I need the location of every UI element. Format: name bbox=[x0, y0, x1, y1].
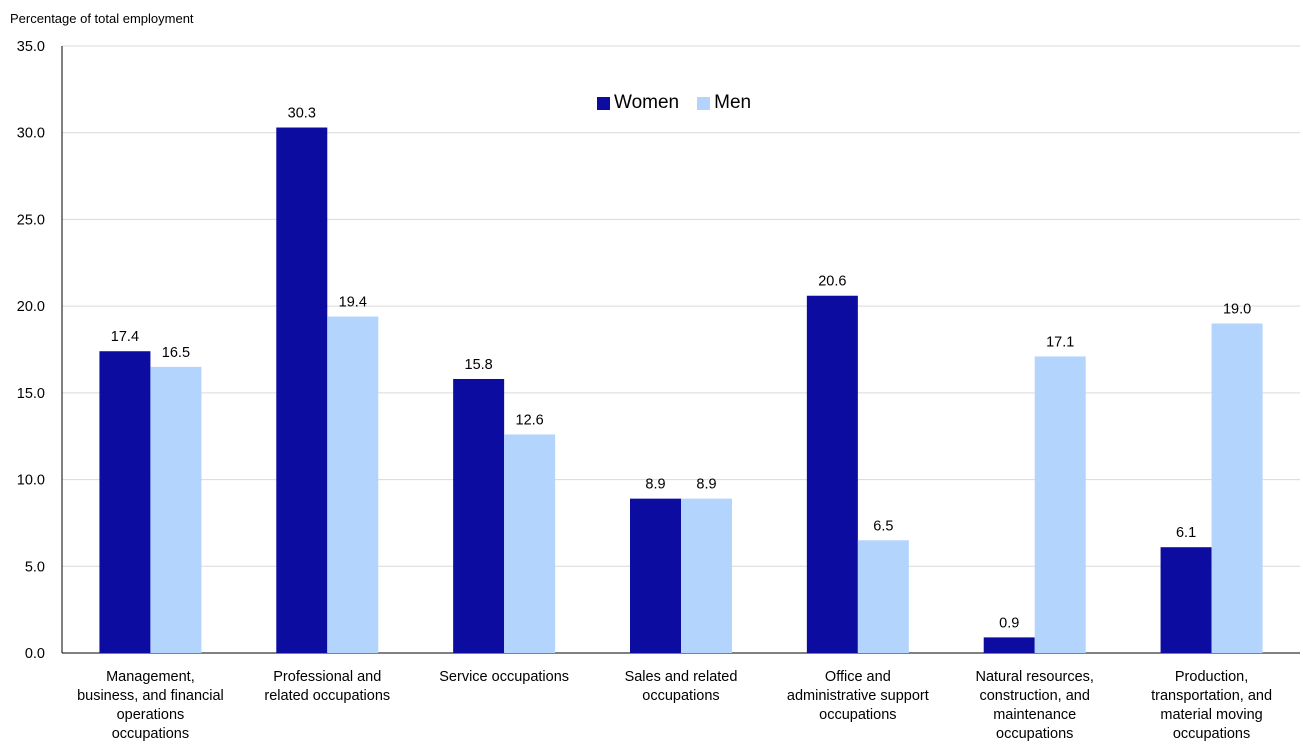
x-tick-label: Natural resources, construction, and mai… bbox=[975, 669, 1094, 742]
data-label-women: 17.4 bbox=[111, 329, 139, 345]
y-axis-title: Percentage of total employment bbox=[10, 11, 194, 26]
legend-item-men: Men bbox=[697, 92, 751, 114]
legend-label-men: Men bbox=[714, 92, 752, 113]
bar-men bbox=[681, 498, 732, 653]
x-tick-label: Service occupations bbox=[439, 669, 570, 685]
data-label-men: 17.1 bbox=[1046, 334, 1074, 350]
bar-men bbox=[1034, 356, 1086, 653]
bar-men bbox=[1211, 323, 1263, 653]
x-tick-label: Management, business, and financial oper… bbox=[77, 669, 224, 742]
bar-women bbox=[630, 498, 681, 653]
data-label-women: 20.6 bbox=[818, 274, 846, 290]
data-label-men: 6.5 bbox=[873, 518, 893, 534]
data-label-men: 19.0 bbox=[1223, 301, 1251, 317]
bar-men bbox=[857, 540, 909, 653]
data-label-women: 15.8 bbox=[465, 357, 493, 373]
y-tick-label: 5.0 bbox=[25, 559, 45, 575]
bar-women bbox=[453, 378, 505, 653]
data-label-women: 8.9 bbox=[645, 477, 665, 493]
legend: Women Men bbox=[597, 92, 769, 114]
legend-item-women: Women bbox=[597, 92, 679, 114]
x-tick-label: Office and administrative support occupa… bbox=[786, 669, 929, 723]
bar-women bbox=[983, 637, 1035, 653]
data-label-women: 30.3 bbox=[288, 106, 316, 122]
bar-women bbox=[1160, 547, 1212, 653]
x-tick-label: Sales and related occupations bbox=[624, 669, 738, 704]
y-tick-label: 25.0 bbox=[17, 212, 45, 228]
bar-women bbox=[99, 351, 151, 653]
data-label-women: 6.1 bbox=[1176, 525, 1196, 541]
y-tick-label: 30.0 bbox=[17, 126, 45, 142]
bar-women bbox=[806, 295, 858, 653]
legend-swatch-men bbox=[697, 96, 711, 110]
y-tick-label: 35.0 bbox=[17, 39, 45, 55]
bar-men bbox=[150, 366, 202, 653]
y-tick-label: 0.0 bbox=[25, 646, 45, 662]
data-label-women: 0.9 bbox=[999, 615, 1019, 631]
x-tick-label: Professional and related occupations bbox=[264, 669, 391, 704]
data-label-men: 16.5 bbox=[162, 345, 190, 361]
y-tick-label: 10.0 bbox=[17, 473, 45, 489]
y-tick-label: 20.0 bbox=[17, 299, 45, 315]
bar-men bbox=[504, 434, 556, 653]
x-tick-label: Production, transportation, and material… bbox=[1151, 669, 1273, 742]
legend-label-women: Women bbox=[614, 92, 680, 113]
legend-swatch-women bbox=[597, 96, 610, 110]
bar-men bbox=[327, 316, 379, 653]
y-tick-label: 15.0 bbox=[17, 386, 45, 402]
data-label-men: 12.6 bbox=[516, 412, 544, 428]
data-label-men: 8.9 bbox=[696, 477, 716, 493]
bar-women bbox=[276, 127, 328, 654]
data-label-men: 19.4 bbox=[339, 295, 367, 311]
